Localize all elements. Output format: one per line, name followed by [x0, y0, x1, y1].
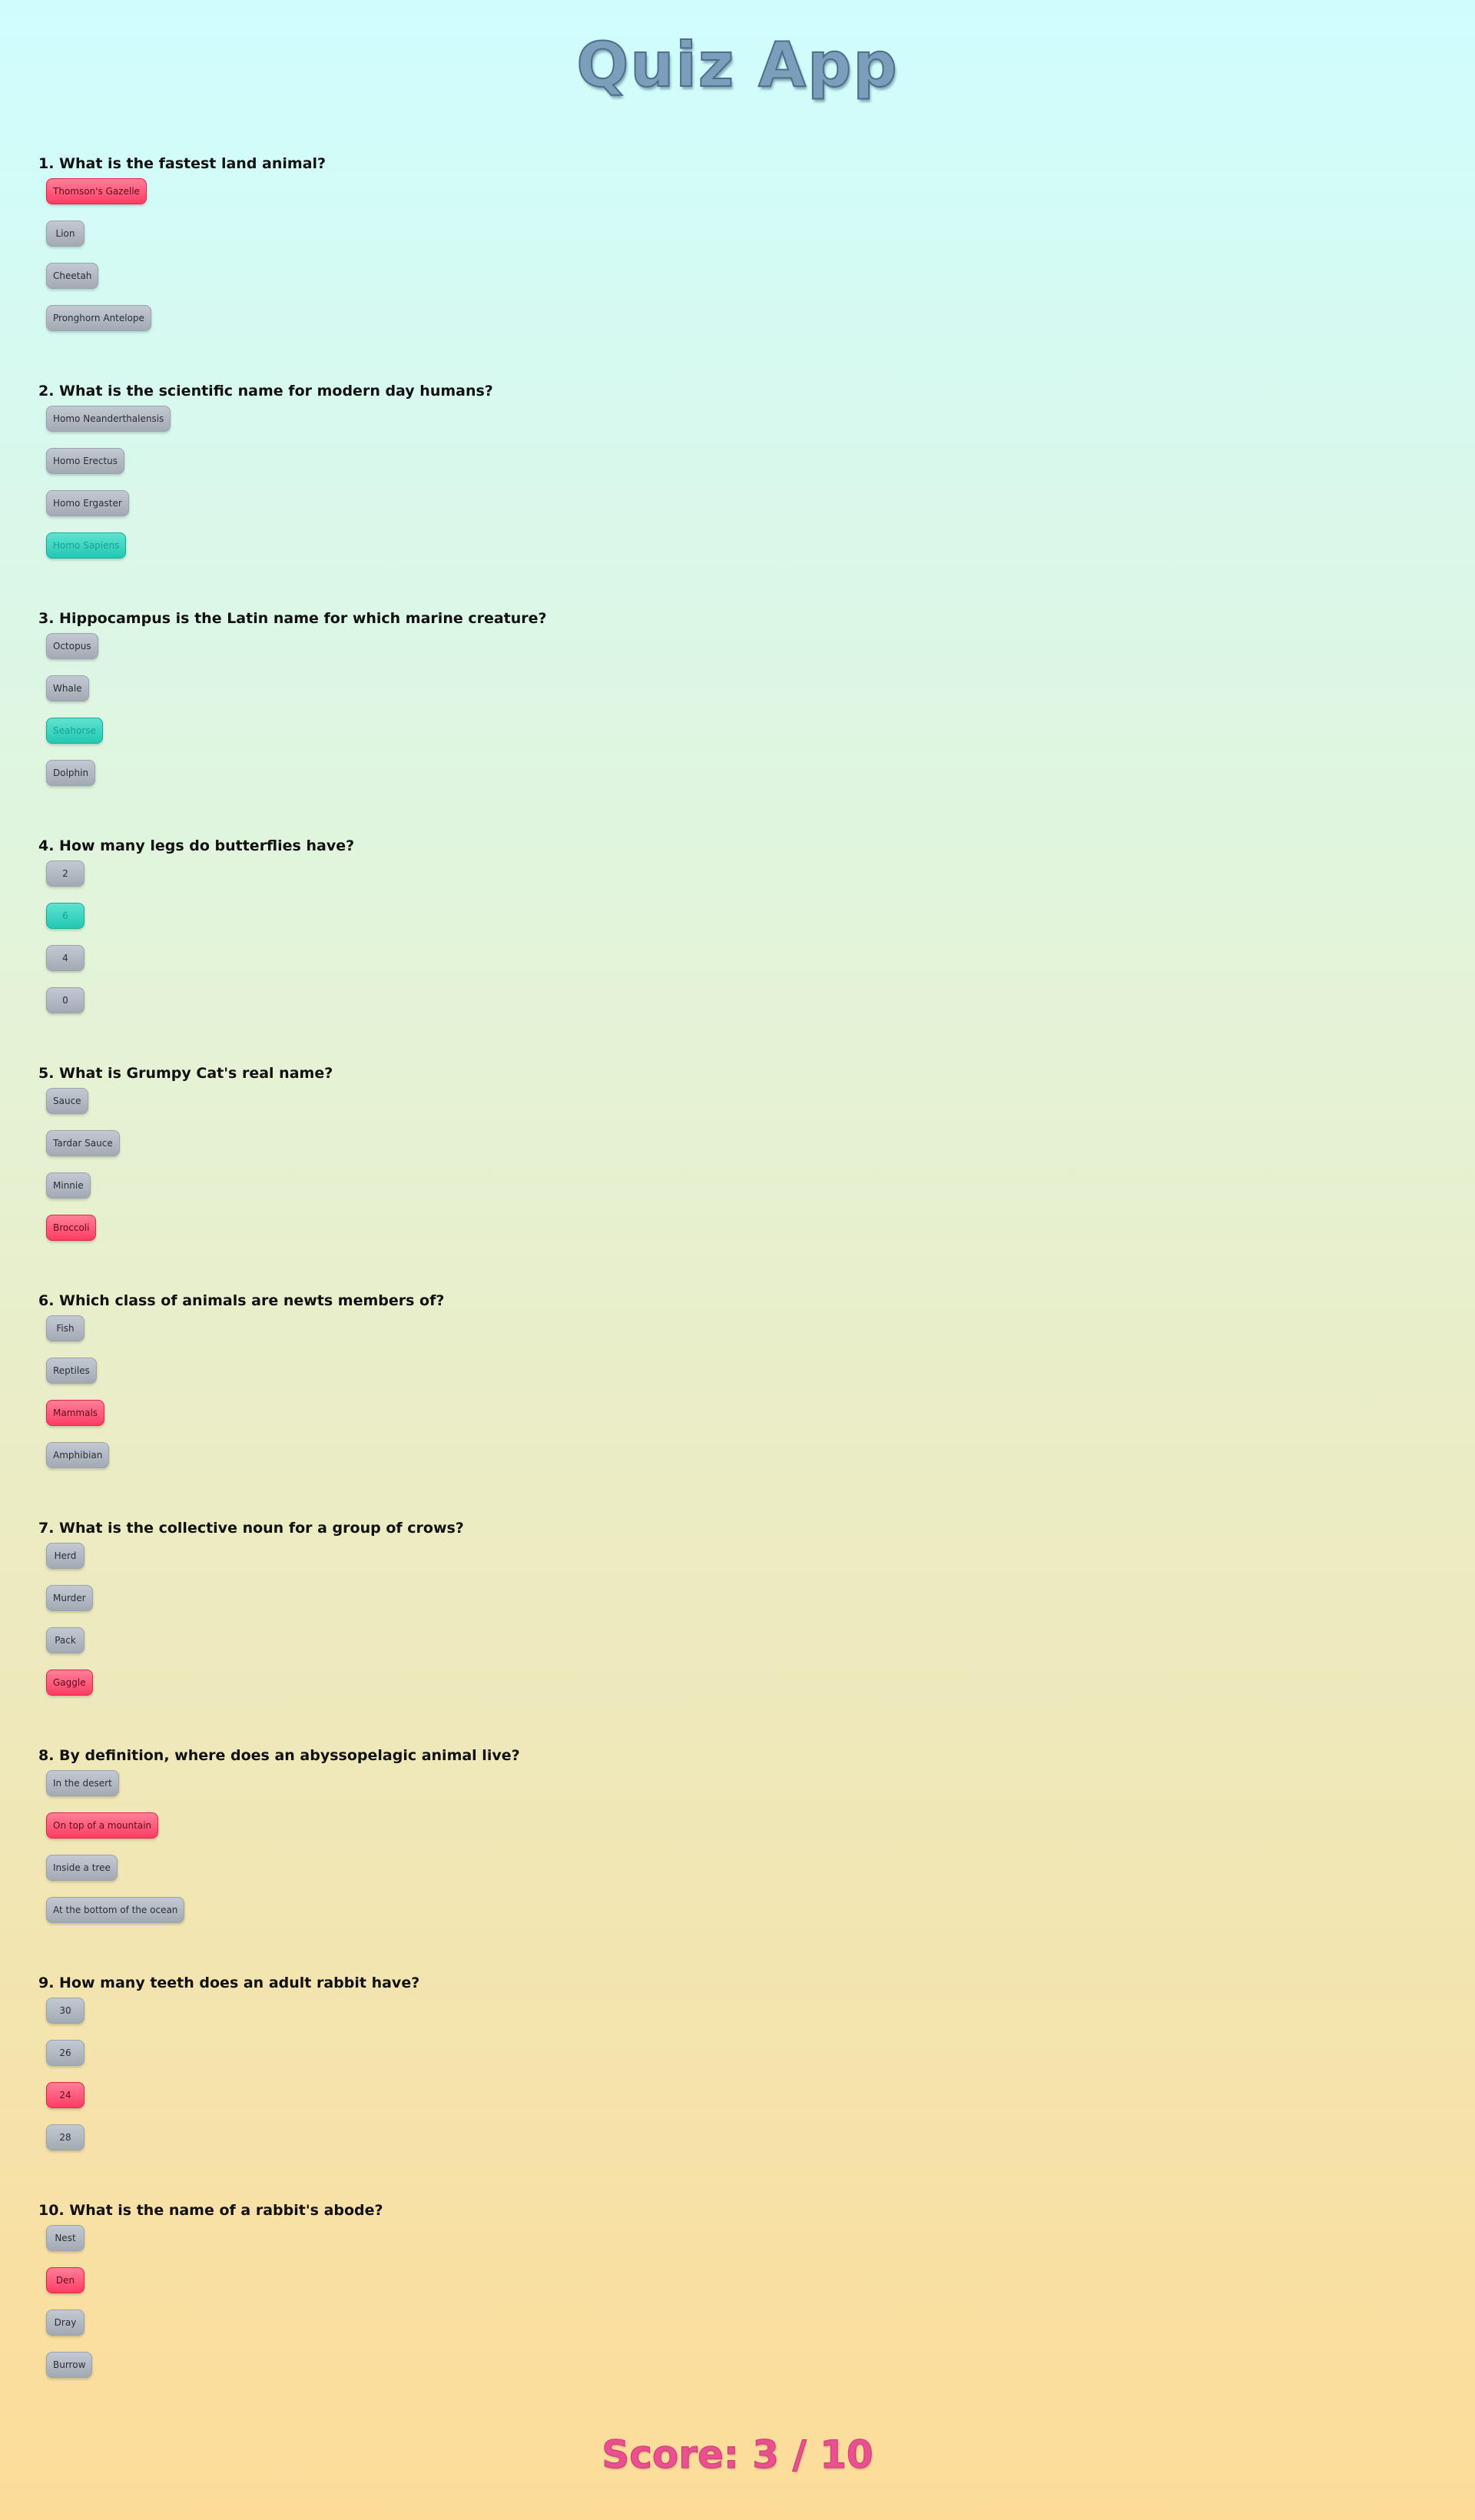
question-text: 1. What is the fastest land animal?: [38, 155, 326, 172]
answer-option-button[interactable]: Homo Ergaster: [46, 490, 129, 516]
question-text: 5. What is Grumpy Cat's real name?: [38, 1065, 333, 1082]
answer-options: Fish Reptiles Mammals Amphibian: [46, 1315, 960, 1468]
answer-option-button[interactable]: Inside a tree: [46, 1855, 118, 1881]
answer-option-button[interactable]: Pronghorn Antelope: [46, 305, 151, 331]
answer-option-button[interactable]: Minnie: [46, 1172, 91, 1199]
answer-option-button[interactable]: Fish: [46, 1315, 85, 1341]
answer-options: 2 6 4 0: [46, 860, 960, 1013]
answer-option-button[interactable]: Homo Erectus: [46, 448, 125, 474]
answer-options: 30 26 24 28: [46, 1998, 960, 2150]
answer-option-button[interactable]: At the bottom of the ocean: [46, 1897, 185, 1923]
answer-option-button[interactable]: 26: [46, 2040, 85, 2066]
question-block: 7. What is the collective noun for a gro…: [38, 1518, 960, 1746]
question-text: 2. What is the scientific name for moder…: [38, 383, 493, 400]
answer-option-button[interactable]: 28: [46, 2124, 85, 2150]
question-block: 6. Which class of animals are newts memb…: [38, 1291, 960, 1518]
question-block: 2. What is the scientific name for moder…: [38, 381, 960, 608]
answer-options: Herd Murder Pack Gaggle: [46, 1543, 960, 1696]
question-text: 6. Which class of animals are newts memb…: [38, 1292, 445, 1309]
answer-option-button[interactable]: Amphibian: [46, 1442, 110, 1468]
answer-option-button[interactable]: 24: [46, 2082, 85, 2108]
question-block: 3. Hippocampus is the Latin name for whi…: [38, 608, 960, 836]
answer-options: In the desert On top of a mountain Inside …: [46, 1770, 960, 1923]
answer-option-button[interactable]: On top of a mountain: [46, 1812, 159, 1839]
answer-options: Thomson's Gazelle Lion Cheetah Pronghorn An…: [46, 178, 960, 331]
answer-option-button[interactable]: Nest: [46, 2225, 85, 2251]
question-text: 10. What is the name of a rabbit's abode…: [38, 2202, 383, 2219]
answer-option-button[interactable]: Seahorse: [46, 718, 103, 744]
answer-option-button[interactable]: Tardar Sauce: [46, 1130, 120, 1156]
quiz-list: 1. What is the fastest land animal? Thoms…: [38, 154, 960, 2428]
question-block: 10. What is the name of a rabbit's abode…: [38, 2200, 960, 2428]
question-block: 1. What is the fastest land animal? Thoms…: [38, 154, 960, 381]
question-block: 9. How many teeth does an adult rabbit h…: [38, 1973, 960, 2200]
answer-option-button[interactable]: In the desert: [46, 1770, 119, 1796]
answer-option-button[interactable]: Homo Sapiens: [46, 532, 127, 559]
answer-options: Octopus Whale Seahorse Dolphin: [46, 633, 960, 786]
score-display: Score: 3 / 10: [602, 2432, 873, 2478]
answer-option-button[interactable]: Dolphin: [46, 760, 96, 786]
answer-option-button[interactable]: Broccoli: [46, 1215, 97, 1241]
answer-option-button[interactable]: Thomson's Gazelle: [46, 178, 147, 204]
answer-option-button[interactable]: Den: [46, 2267, 85, 2293]
answer-options: Sauce Tardar Sauce Minnie Broccoli: [46, 1088, 960, 1241]
question-block: 8. By definition, where does an abyssope…: [38, 1746, 960, 1973]
question-block: 5. What is Grumpy Cat's real name? Sauce T…: [38, 1063, 960, 1291]
answer-option-button[interactable]: Reptiles: [46, 1358, 97, 1384]
question-text: 4. How many legs do butterflies have?: [38, 837, 355, 854]
answer-option-button[interactable]: Mammals: [46, 1400, 105, 1426]
question-text: 7. What is the collective noun for a gro…: [38, 1520, 464, 1537]
answer-option-button[interactable]: Cheetah: [46, 263, 99, 289]
answer-option-button[interactable]: 6: [46, 903, 85, 929]
answer-option-button[interactable]: Pack: [46, 1627, 85, 1653]
answer-options: Homo Neanderthalensis Homo Erectus Homo Er…: [46, 406, 960, 559]
answer-option-button[interactable]: Burrow: [46, 2352, 93, 2378]
answer-option-button[interactable]: Homo Neanderthalensis: [46, 406, 171, 432]
answer-option-button[interactable]: 2: [46, 860, 85, 887]
app-title: Quiz App: [575, 28, 899, 101]
question-text: 3. Hippocampus is the Latin name for whi…: [38, 610, 547, 627]
answer-option-button[interactable]: 4: [46, 945, 85, 971]
answer-option-button[interactable]: Lion: [46, 220, 85, 247]
answer-option-button[interactable]: Sauce: [46, 1088, 88, 1114]
answer-option-button[interactable]: Murder: [46, 1585, 93, 1611]
question-block: 4. How many legs do butterflies have? 2 6 4…: [38, 836, 960, 1063]
answer-options: Nest Den Dray Burrow: [46, 2225, 960, 2378]
answer-option-button[interactable]: 0: [46, 987, 85, 1013]
answer-option-button[interactable]: Gaggle: [46, 1670, 93, 1696]
answer-option-button[interactable]: 30: [46, 1998, 85, 2024]
question-text: 9. How many teeth does an adult rabbit h…: [38, 1975, 420, 1991]
answer-option-button[interactable]: Dray: [46, 2309, 85, 2336]
answer-option-button[interactable]: Whale: [46, 675, 89, 701]
question-text: 8. By definition, where does an abyssope…: [38, 1747, 520, 1764]
answer-option-button[interactable]: Octopus: [46, 633, 98, 659]
answer-option-button[interactable]: Herd: [46, 1543, 85, 1569]
